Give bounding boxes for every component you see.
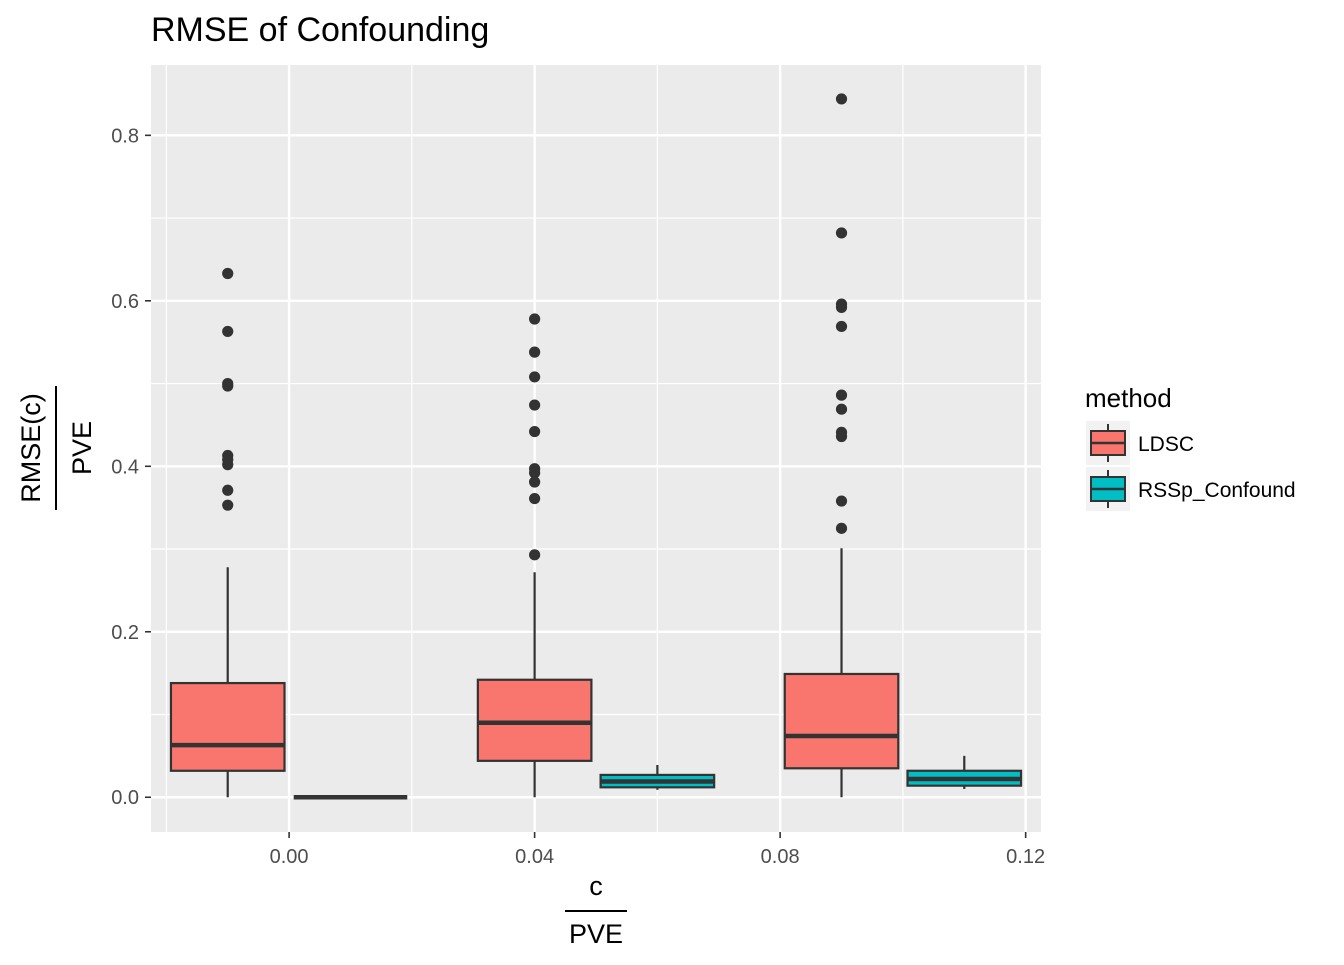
minor-gridlines	[151, 65, 1041, 832]
outlier-point	[222, 484, 234, 496]
box-iqr	[476, 678, 593, 762]
outlier-point	[835, 495, 848, 507]
outlier-point	[529, 425, 541, 438]
box-series	[169, 93, 1023, 800]
outlier-point	[222, 499, 234, 511]
y-tick-label: 0.6	[111, 291, 139, 313]
legend-entry-ldsc: LDSC	[1086, 421, 1194, 465]
box-rssp-confound	[599, 764, 716, 790]
box-iqr	[783, 672, 900, 770]
outlier-point	[835, 389, 848, 401]
legend-entries: LDSC RSSp_Confound	[1086, 421, 1296, 511]
outlier-point	[222, 459, 234, 471]
outlier-point	[529, 346, 541, 358]
legend: method LDSC RSSp_Confound	[1085, 383, 1296, 511]
box-ldsc	[783, 93, 900, 798]
outlier-point	[835, 430, 848, 443]
box-ldsc	[476, 313, 593, 798]
x-tick-label: 0.12	[1006, 846, 1045, 868]
outlier-point	[222, 267, 234, 280]
x-tick-label: 0.00	[270, 846, 309, 868]
box-ldsc	[169, 267, 286, 798]
outlier-point	[529, 467, 541, 479]
outlier-point	[835, 320, 848, 333]
x-tick-label: 0.04	[515, 846, 554, 868]
x-axis-ticks: 0.00 0.04 0.08 0.12	[270, 832, 1045, 868]
outlier-point	[529, 371, 541, 383]
y-axis-label: RMSE(c) PVE	[16, 386, 97, 510]
box-iqr	[169, 681, 286, 772]
outlier-point	[835, 301, 848, 314]
y-tick-label: 0.4	[111, 456, 139, 478]
legend-entry-rssp-confound: RSSp_Confound	[1086, 467, 1296, 511]
outlier-point	[222, 380, 234, 392]
y-tick-label: 0.8	[111, 125, 139, 147]
legend-label: RSSp_Confound	[1138, 479, 1296, 502]
outlier-point	[529, 313, 541, 325]
outlier-point	[835, 93, 848, 105]
y-tick-label: 0.2	[111, 622, 139, 644]
x-axis-label-denominator: PVE	[569, 919, 623, 949]
chart-title: RMSE of Confounding	[151, 11, 489, 49]
outlier-point	[529, 549, 541, 561]
legend-label: LDSC	[1138, 433, 1194, 456]
x-axis-label: c PVE	[565, 871, 627, 949]
outlier-point	[835, 522, 848, 534]
x-tick-label: 0.08	[761, 846, 800, 868]
outlier-point	[529, 492, 541, 505]
outlier-point	[529, 399, 541, 411]
outlier-point	[835, 403, 848, 415]
y-axis-label-denominator: PVE	[67, 421, 97, 475]
outlier-point	[835, 227, 848, 239]
outlier-point	[222, 325, 234, 338]
y-axis-label-numerator: RMSE(c)	[16, 393, 46, 503]
legend-title: method	[1085, 383, 1172, 413]
y-axis-ticks: 0.0 0.2 0.4 0.6 0.8	[111, 125, 151, 809]
box-rssp-confound	[906, 755, 1023, 789]
outlier-point	[529, 476, 541, 488]
x-axis-label-numerator: c	[589, 871, 603, 901]
y-tick-label: 0.0	[111, 787, 139, 809]
